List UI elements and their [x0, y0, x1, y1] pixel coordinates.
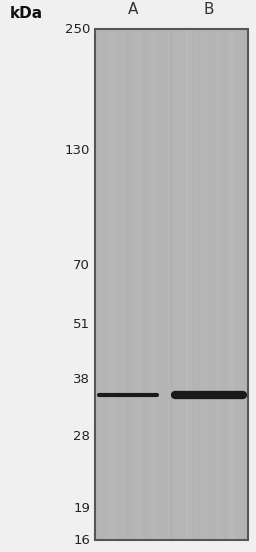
Bar: [111, 30, 115, 539]
Text: 130: 130: [65, 144, 90, 157]
Bar: [197, 30, 200, 539]
Bar: [129, 30, 132, 539]
Text: A: A: [128, 2, 138, 17]
Bar: [122, 30, 125, 539]
Bar: [232, 30, 234, 539]
Bar: [239, 30, 244, 539]
Bar: [154, 30, 156, 539]
Bar: [223, 30, 227, 539]
Bar: [229, 30, 234, 539]
Text: kDa: kDa: [10, 6, 43, 21]
Text: 250: 250: [65, 23, 90, 35]
Text: 16: 16: [73, 534, 90, 546]
Bar: [186, 30, 192, 539]
Bar: [108, 30, 113, 539]
Bar: [211, 30, 215, 539]
Bar: [118, 30, 120, 539]
Bar: [95, 29, 248, 540]
Text: 38: 38: [73, 373, 90, 386]
Bar: [243, 30, 247, 539]
Bar: [165, 30, 170, 539]
Bar: [124, 30, 129, 539]
Text: 28: 28: [73, 429, 90, 443]
Text: 19: 19: [73, 502, 90, 514]
Text: B: B: [204, 2, 214, 17]
Bar: [185, 30, 188, 539]
Text: 70: 70: [73, 259, 90, 272]
Bar: [153, 30, 156, 539]
Bar: [216, 30, 220, 539]
Bar: [164, 30, 168, 539]
Text: 51: 51: [73, 318, 90, 331]
Bar: [191, 30, 195, 539]
Bar: [103, 30, 109, 539]
Bar: [143, 30, 147, 539]
Bar: [216, 30, 219, 539]
Bar: [137, 30, 141, 539]
